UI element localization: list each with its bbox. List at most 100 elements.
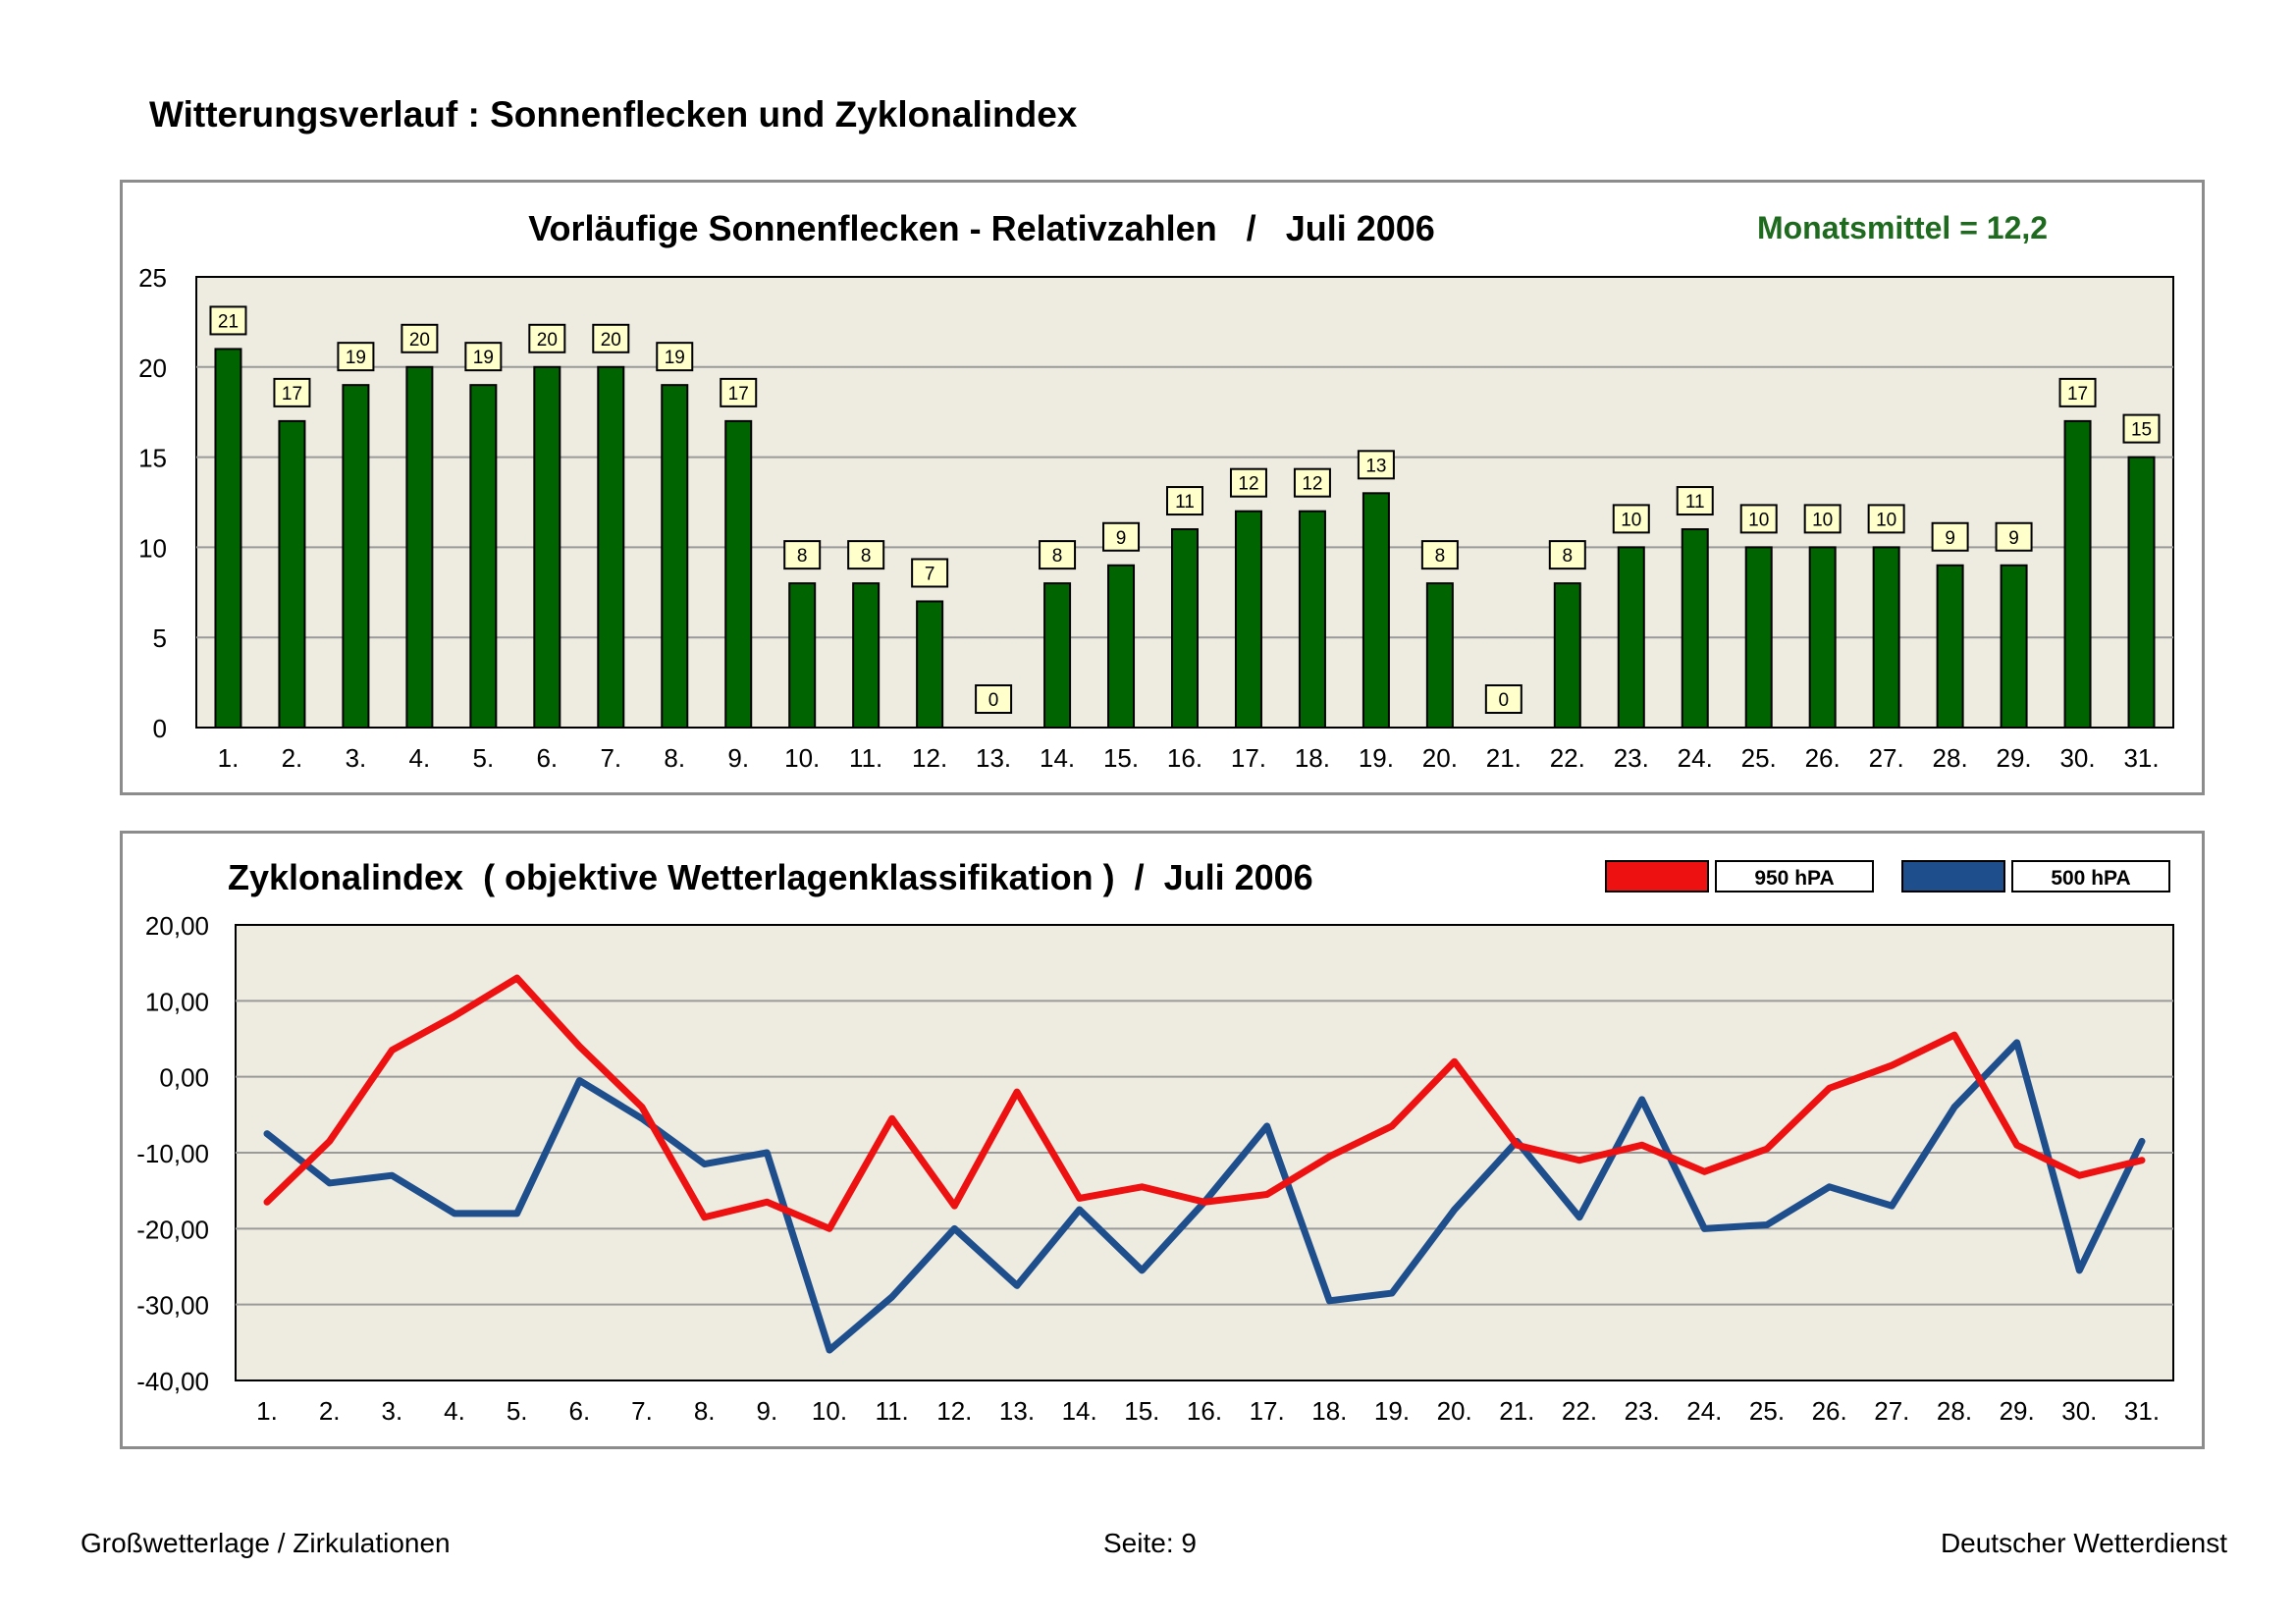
sunspot-bar (724, 419, 753, 729)
zyklonalindex-x-tick-label: 16. (1187, 1396, 1222, 1426)
sunspot-bar (1362, 492, 1390, 729)
sunspot-bar (1043, 582, 1072, 729)
legend-swatch (1605, 860, 1709, 893)
sunspot-bar (1617, 546, 1645, 730)
sunspot-x-tick-label: 1. (218, 743, 240, 773)
zyklonalindex-x-tick-label: 6. (568, 1396, 590, 1426)
legend-label-box (2011, 860, 2170, 893)
footer-left-text: Großwetterlage / Zirkulationen (80, 1528, 451, 1558)
sunspot-data-label: 19 (346, 348, 366, 368)
zyklonalindex-x-tick-label: 5. (507, 1396, 528, 1426)
sunspot-data-label-box (1995, 521, 2033, 552)
sunspot-data-label: 10 (1876, 510, 1896, 530)
sunspot-data-label: 10 (1621, 510, 1641, 530)
sunspot-data-label-box (400, 323, 439, 353)
sunspot-data-label: 7 (925, 564, 935, 584)
sunspot-data-label: 9 (1116, 528, 1127, 549)
sunspot-x-tick-label: 23. (1614, 743, 1649, 773)
zyklonalindex-x-tick-label: 15. (1124, 1396, 1159, 1426)
sunspot-data-label: 8 (797, 546, 808, 567)
sunspot-data-label: 0 (1499, 690, 1510, 711)
sunspot-data-label-box (464, 342, 503, 372)
sunspot-x-tick-label: 18. (1295, 743, 1330, 773)
sunspot-y-tick-label: 25 (138, 263, 167, 293)
sunspot-bar (1681, 528, 1709, 729)
sunspot-data-label-box (528, 323, 566, 353)
zyklonalindex-x-tick-label: 8. (694, 1396, 716, 1426)
sunspot-x-tick-label: 20. (1422, 743, 1458, 773)
sunspot-y-tick-label: 15 (138, 444, 167, 473)
zyklonalindex-legend: 950 hPA 500 hPA (1605, 860, 2170, 893)
sunspot-data-label: 20 (409, 330, 430, 351)
sunspot-data-label: 17 (2067, 384, 2088, 405)
sunspot-data-label-box (1039, 540, 1077, 570)
sunspot-y-tick-label: 10 (138, 533, 167, 563)
zyklonalindex-x-tick-label: 29. (2000, 1396, 2035, 1426)
sunspot-bar (2063, 419, 2092, 729)
zyklonalindex-x-tick-label: 18. (1311, 1396, 1347, 1426)
sunspot-bar (278, 419, 306, 729)
sunspot-x-tick-label: 29. (1997, 743, 2032, 773)
zyklonalindex-x-tick-label: 12. (936, 1396, 972, 1426)
sunspot-data-label-box (656, 342, 694, 372)
zyklonalindex-y-tick-label: 0,00 (159, 1063, 209, 1093)
zyklonalindex-x-tick-label: 13. (999, 1396, 1035, 1426)
legend-swatch (1901, 860, 2005, 893)
sunspot-bar (661, 384, 689, 729)
sunspot-x-tick-label: 7. (600, 743, 621, 773)
sunspot-bar (1744, 546, 1773, 730)
zyklonalindex-x-tick-label: 7. (631, 1396, 653, 1426)
sunspot-x-tick-label: 5. (473, 743, 495, 773)
sunspot-data-label-box (273, 377, 311, 407)
sunspot-data-label-box (1931, 521, 1969, 552)
sunspot-bar (342, 384, 370, 729)
sunspot-x-tick-label: 30. (2059, 743, 2095, 773)
sunspot-data-label-box (720, 377, 758, 407)
footer-page-number: Seite: 9 (1103, 1528, 1197, 1558)
zyklonalindex-x-tick-label: 19. (1374, 1396, 1410, 1426)
sunspot-data-label-box (337, 342, 375, 372)
legend-label: 500 hPA (2051, 867, 2130, 890)
sunspot-bars (214, 348, 2156, 730)
zyklonalindex-x-tick-label: 4. (444, 1396, 465, 1426)
sunspot-bar (1936, 564, 1964, 730)
zyklonalindex-x-tick-label: 2. (319, 1396, 341, 1426)
sunspot-bar (1298, 510, 1326, 729)
sunspot-data-label: 8 (861, 546, 872, 567)
sunspot-data-label: 8 (1435, 546, 1446, 567)
sunspot-x-tick-label: 27. (1869, 743, 1904, 773)
zyklonalindex-x-tick-label: 30. (2061, 1396, 2097, 1426)
sunspot-data-label: 17 (728, 384, 749, 405)
legend-label-box (1715, 860, 1874, 893)
sunspot-data-label-box (1229, 467, 1267, 498)
zyklonalindex-x-tick-label: 25. (1749, 1396, 1785, 1426)
sunspot-bar (788, 582, 817, 729)
sunspot-data-label-box (911, 558, 949, 588)
sunspot-x-tick-label: 15. (1103, 743, 1139, 773)
sunspot-data-label-box (1612, 504, 1650, 534)
zyklonalindex-x-tick-label: 22. (1562, 1396, 1597, 1426)
zyklonalindex-x-axis: 1. 2. 3. 4. 5. 6. 7. 8. 9. 10. 11. 12. 13. 14. 15. 16. 1… (256, 1396, 2160, 1426)
sunspot-data-label-box (1357, 450, 1395, 480)
sunspot-data-label: 10 (1812, 510, 1833, 530)
zyklonalindex-y-tick-label: -10,00 (136, 1139, 209, 1168)
sunspot-bar (2127, 456, 2156, 729)
sunspot-x-tick-label: 2. (282, 743, 303, 773)
sunspot-data-label: 8 (1052, 546, 1063, 567)
sunspot-x-tick-label: 12. (912, 743, 947, 773)
sunspot-data-label: 15 (2131, 420, 2152, 441)
zyklonalindex-x-tick-label: 14. (1062, 1396, 1097, 1426)
sunspot-data-label: 20 (601, 330, 621, 351)
sunspot-data-label-box (1102, 521, 1141, 552)
zyklonalindex-x-tick-label: 26. (1812, 1396, 1847, 1426)
sunspot-bar (1553, 582, 1581, 729)
sunspot-bar (214, 348, 242, 729)
sunspot-bar (1808, 546, 1837, 730)
sunspot-bar (469, 384, 498, 729)
sunspot-bar (1872, 546, 1900, 730)
sunspot-x-tick-label: 25. (1741, 743, 1777, 773)
zyklonalindex-x-tick-label: 28. (1937, 1396, 1972, 1426)
sunspot-data-label-box (1803, 504, 1842, 534)
sunspot-data-label: 19 (665, 348, 685, 368)
sunspot-x-tick-label: 28. (1933, 743, 1968, 773)
